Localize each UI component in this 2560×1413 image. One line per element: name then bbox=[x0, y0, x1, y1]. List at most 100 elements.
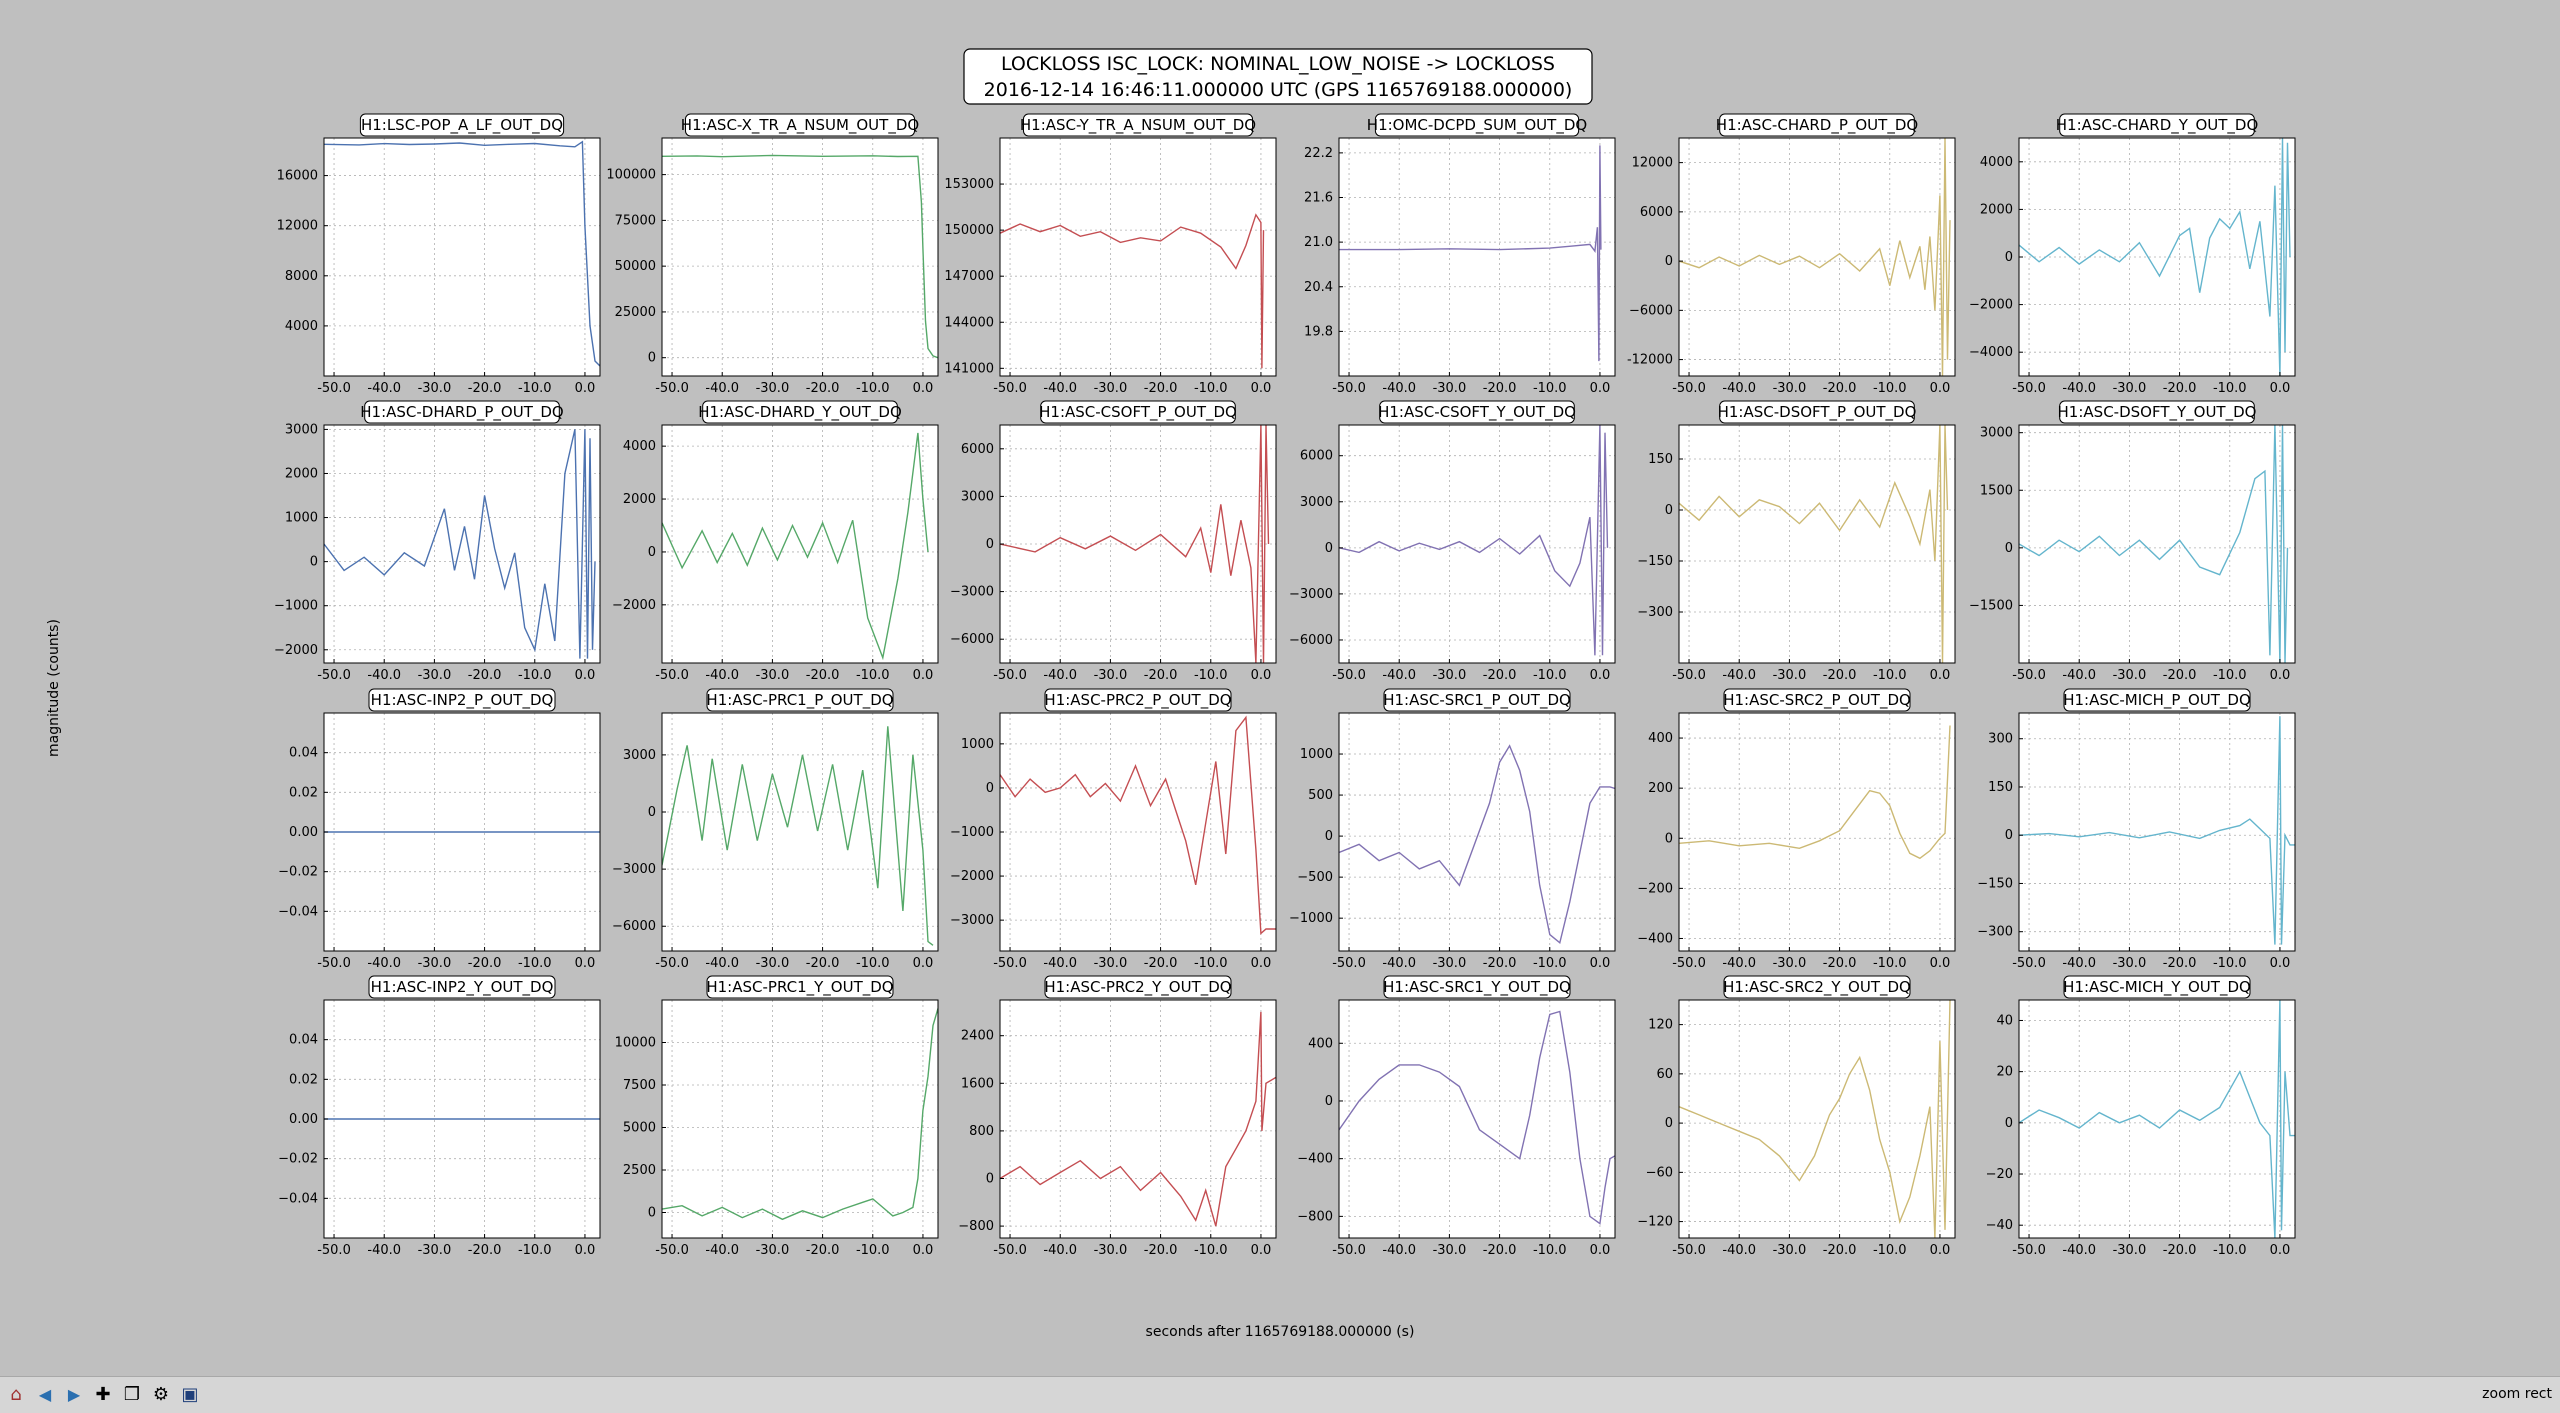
y-tick-label: 12000 bbox=[1632, 156, 1673, 171]
subplot-title: H1:ASC-INP2_Y_OUT_DQ bbox=[371, 978, 554, 997]
x-tick-label: -40.0 bbox=[2062, 668, 2096, 683]
y-tick-label: −150 bbox=[1637, 554, 1673, 569]
y-tick-label: 0 bbox=[1665, 831, 1673, 846]
x-tick-label: -20.0 bbox=[1823, 381, 1857, 396]
x-tick-label: -50.0 bbox=[655, 956, 689, 971]
series-line bbox=[2019, 1000, 2295, 1238]
plot-area bbox=[324, 425, 600, 663]
y-tick-label: 2000 bbox=[1980, 202, 2013, 217]
x-tick-label: -30.0 bbox=[1773, 381, 1807, 396]
y-tick-label: 4000 bbox=[285, 319, 318, 334]
x-tick-label: -10.0 bbox=[856, 956, 890, 971]
x-tick-label: -50.0 bbox=[993, 668, 1027, 683]
x-tick-label: 0.0 bbox=[1251, 381, 1272, 396]
back-icon[interactable]: ◀ bbox=[38, 1385, 52, 1404]
x-tick-label: -50.0 bbox=[1332, 956, 1366, 971]
series-line bbox=[324, 140, 600, 367]
y-tick-label: −400 bbox=[1637, 931, 1673, 946]
subplot-9: -50.0 -40.0 -30.0 -20.0 -10.0 0.0 −6000 −3000 0 3… bbox=[950, 400, 1277, 683]
y-tick-label: −0.02 bbox=[278, 1152, 318, 1167]
y-tick-label: 0 bbox=[1325, 1094, 1333, 1109]
series-line bbox=[2019, 425, 2289, 663]
series-line bbox=[1339, 744, 1615, 945]
subplot-title: H1:ASC-PRC2_Y_OUT_DQ bbox=[1044, 978, 1231, 997]
y-tick-label: −3000 bbox=[950, 913, 994, 928]
x-tick-label: -40.0 bbox=[705, 381, 739, 396]
subplot-5: -50.0 -40.0 -30.0 -20.0 -10.0 0.0 -12000 −6000 0… bbox=[1627, 113, 1956, 396]
y-tick-label: 150 bbox=[1648, 452, 1673, 467]
x-tick-label: -30.0 bbox=[1433, 668, 1467, 683]
status-message: zoom rect bbox=[2482, 1386, 2552, 1402]
y-tick-label: 0.00 bbox=[289, 1112, 318, 1127]
subplot-16: -50.0 -40.0 -30.0 -20.0 -10.0 0.0 −1000 −500 0 50… bbox=[1289, 688, 1616, 971]
subplot-title-box bbox=[1379, 400, 1575, 424]
x-tick-label: 0.0 bbox=[1590, 381, 1611, 396]
pan-icon[interactable]: ✚ bbox=[95, 1384, 111, 1405]
subplot-title-box bbox=[2063, 975, 2251, 999]
x-tick-label: 0.0 bbox=[1930, 1243, 1951, 1258]
y-tick-label: 200 bbox=[1648, 781, 1673, 796]
home-icon[interactable]: ⌂ bbox=[10, 1384, 22, 1405]
x-tick-label: -10.0 bbox=[1873, 668, 1907, 683]
series-line bbox=[1679, 725, 1951, 860]
x-tick-label: -20.0 bbox=[1823, 668, 1857, 683]
subplot-19: -50.0 -40.0 -30.0 -20.0 -10.0 0.0 −0.04 −0.02 0.… bbox=[278, 975, 601, 1258]
subplot-title-box bbox=[364, 400, 560, 424]
x-tick-label: -40.0 bbox=[367, 1243, 401, 1258]
figure-canvas: LOCKLOSS ISC_LOCK: NOMINAL_LOW_NOISE -> … bbox=[46, 48, 2296, 1340]
axes-frame bbox=[1338, 712, 1616, 952]
x-tick-label: -20.0 bbox=[468, 956, 502, 971]
save-icon[interactable]: ▣ bbox=[181, 1384, 199, 1405]
series-line bbox=[1679, 425, 1949, 663]
plot-area bbox=[662, 1000, 938, 1238]
y-tick-label: −6000 bbox=[1289, 633, 1333, 648]
y-tick-label: 1000 bbox=[1300, 747, 1333, 762]
subplot-title-box bbox=[685, 113, 915, 137]
y-tick-label: 147000 bbox=[944, 269, 994, 284]
axes-frame bbox=[2018, 424, 2296, 664]
x-tick-label: -10.0 bbox=[2213, 668, 2247, 683]
x-tick-label: -20.0 bbox=[1483, 956, 1517, 971]
x-tick-label: -50.0 bbox=[993, 381, 1027, 396]
x-tick-label: -10.0 bbox=[856, 381, 890, 396]
subplot-8: -50.0 -40.0 -30.0 -20.0 -10.0 0.0 −2000 0 2000 40… bbox=[612, 400, 939, 683]
y-tick-label: 3000 bbox=[961, 489, 994, 504]
y-tick-label: 150000 bbox=[944, 223, 994, 238]
y-tick-label: 3000 bbox=[623, 748, 656, 763]
subplot-title-box bbox=[1374, 113, 1580, 137]
subplot-title: H1:ASC-MICH_P_OUT_DQ bbox=[2063, 691, 2251, 710]
configure-icon[interactable]: ⚙ bbox=[152, 1384, 170, 1405]
forward-icon[interactable]: ▶ bbox=[67, 1385, 81, 1404]
zoom-icon[interactable]: ❐ bbox=[123, 1384, 141, 1405]
series-line bbox=[1679, 138, 1951, 376]
y-tick-label: 4000 bbox=[623, 439, 656, 454]
x-tick-label: -10.0 bbox=[2213, 1243, 2247, 1258]
subplot-1: -50.0 -40.0 -30.0 -20.0 -10.0 0.0 4000 8000 1200… bbox=[277, 113, 601, 396]
x-tick-label: -40.0 bbox=[705, 668, 739, 683]
x-tick-label: -40.0 bbox=[1043, 1243, 1077, 1258]
y-tick-label: 50000 bbox=[615, 259, 656, 274]
x-tick-label: -20.0 bbox=[1144, 668, 1178, 683]
y-tick-label: 0 bbox=[986, 781, 994, 796]
x-tick-label: 0.0 bbox=[575, 1243, 596, 1258]
x-tick-label: -50.0 bbox=[2012, 1243, 2046, 1258]
x-tick-label: -20.0 bbox=[2163, 668, 2197, 683]
y-tick-label: 0 bbox=[648, 805, 656, 820]
y-tick-label: 6000 bbox=[961, 442, 994, 457]
y-tick-label: 0 bbox=[310, 555, 318, 570]
y-tick-label: 141000 bbox=[944, 361, 994, 376]
subplot-title-box bbox=[706, 975, 894, 999]
x-tick-label: 0.0 bbox=[2270, 381, 2291, 396]
x-tick-label: 0.0 bbox=[913, 381, 934, 396]
y-tick-label: 0.02 bbox=[289, 785, 318, 800]
plot-area bbox=[662, 138, 938, 376]
subplot-21: -50.0 -40.0 -30.0 -20.0 -10.0 0.0 −800 0 800 1600… bbox=[958, 975, 1277, 1258]
x-tick-label: -50.0 bbox=[1672, 381, 1706, 396]
x-tick-label: -30.0 bbox=[756, 1243, 790, 1258]
y-tick-label: −6000 bbox=[950, 632, 994, 647]
subplot-3: -50.0 -40.0 -30.0 -20.0 -10.0 0.0 141000 144000… bbox=[944, 113, 1277, 396]
subplot-24: -50.0 -40.0 -30.0 -20.0 -10.0 0.0 −40 −20 0 20 40 H… bbox=[1986, 975, 2296, 1258]
x-tick-label: -20.0 bbox=[468, 1243, 502, 1258]
y-tick-label: 0.04 bbox=[289, 746, 318, 761]
series-line bbox=[2019, 716, 2295, 945]
